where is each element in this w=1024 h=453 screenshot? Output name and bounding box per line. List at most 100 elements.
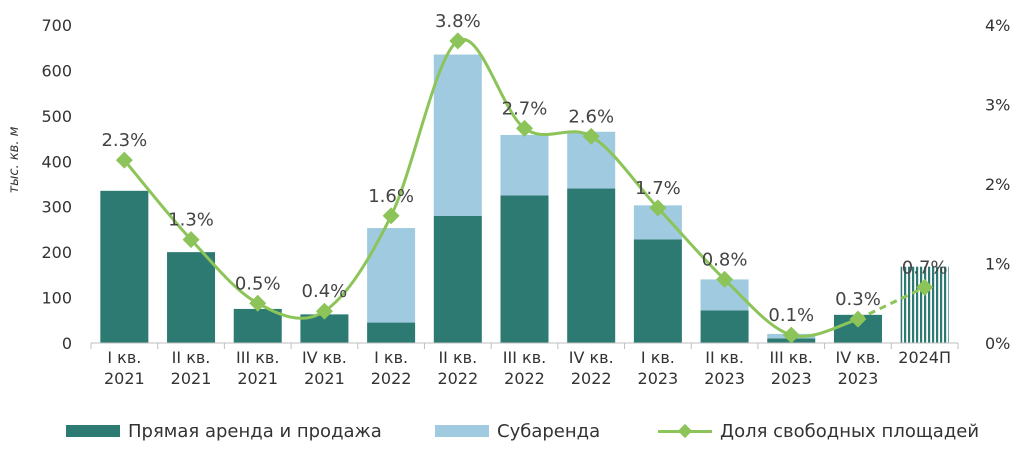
y-tick-label: 500 (41, 107, 72, 126)
y-tick-label: 200 (41, 243, 72, 262)
y2-tick-label: 0% (985, 334, 1010, 353)
y-tick-label: 0 (62, 334, 72, 353)
legend-item-direct: Прямая аренда и продажа (66, 414, 382, 448)
x-tick-label: 2024П (898, 348, 951, 367)
bar-segment (567, 188, 616, 343)
x-tick-label-line: II кв. (438, 348, 477, 367)
vacancy-marker (782, 326, 800, 344)
legend-item-vacancy: Доля свободных площадей (658, 414, 979, 448)
right-axis: 0% 1% 2% 3% 4% (985, 16, 1010, 353)
legend-label-vacancy: Доля свободных площадей (720, 420, 980, 442)
data-labels: 2.3% 1.3% 0.5% 0.4% 1.6% 3.8% 2.7% 2.6% 1.7% 0.8%… (101, 11, 947, 326)
x-tick-label-line: IV кв. (835, 348, 880, 367)
legend-swatch-direct (66, 425, 120, 437)
legend-swatch-vacancy (658, 424, 712, 438)
y2-tick-label: 4% (985, 16, 1010, 35)
y-tick-label: 300 (41, 198, 72, 217)
vacancy-marker (582, 127, 600, 145)
vacancy-marker (315, 302, 333, 320)
x-tick-label-line: I кв. (107, 348, 141, 367)
bar-segment (500, 195, 549, 343)
x-tick-label-line: 2021 (304, 369, 345, 388)
x-tick-label-line: 2023 (704, 369, 745, 388)
bar-segment (700, 310, 749, 343)
vacancy-marker (249, 294, 267, 312)
vacancy-data-label: 0.8% (702, 249, 748, 270)
vacancy-marker (382, 207, 400, 225)
x-tick-label: IV кв. 2022 (569, 348, 614, 388)
y2-tick-label: 3% (985, 96, 1010, 115)
x-tick-label: I кв. 2022 (371, 348, 412, 388)
x-tick-label: II кв. 2021 (171, 348, 212, 388)
chart: 0 100 200 300 400 500 600 700 0% 1% 2% 3% 4% I кв. 2… (7, 11, 1010, 388)
legend-label-sublease: Субаренда (497, 420, 601, 442)
vacancy-marker (716, 270, 734, 288)
x-tick-label: I кв. 2021 (104, 348, 145, 388)
y-tick-label: 100 (41, 289, 72, 308)
vacancy-line (115, 32, 934, 344)
y-axis-label: тыс. кв. м (7, 126, 22, 193)
y-tick-label: 400 (41, 152, 72, 171)
x-tick-label-line: 2023 (771, 369, 812, 388)
vacancy-marker (849, 310, 867, 328)
vacancy-data-label: 2.3% (101, 130, 147, 151)
y2-tick-label: 2% (985, 175, 1010, 194)
vacancy-marker (649, 199, 667, 217)
legend-swatch-sublease (435, 425, 489, 437)
bar-segment (633, 239, 682, 343)
x-tick-label-line: 2022 (504, 369, 545, 388)
legend-item-sublease: Субаренда (435, 414, 600, 448)
x-tick-label: IV кв. 2023 (835, 348, 880, 388)
x-tick-label: III кв. 2023 (770, 348, 813, 388)
vacancy-marker (115, 151, 133, 169)
x-tick-label: II кв. 2023 (704, 348, 745, 388)
vacancy-data-label: 3.8% (435, 11, 481, 32)
vacancy-data-label: 2.7% (502, 98, 548, 119)
x-tick-label-line: I кв. (641, 348, 675, 367)
bar-segment (500, 134, 549, 196)
vacancy-line-forecast (857, 285, 926, 321)
vacancy-data-label: 1.6% (368, 186, 414, 207)
x-ticks: I кв. 2021 II кв. 2021 III кв. 2021 IV кв. 2021… (90, 343, 959, 388)
x-tick-label-line: II кв. (172, 348, 211, 367)
left-axis: 0 100 200 300 400 500 600 700 (41, 16, 72, 353)
vacancy-marker (182, 231, 200, 249)
vacancy-data-label: 0.1% (768, 305, 814, 326)
y2-tick-label: 1% (985, 255, 1010, 274)
x-tick-label-line: IV кв. (302, 348, 347, 367)
x-tick-label: III кв. 2022 (503, 348, 546, 388)
x-tick-label-line: 2023 (838, 369, 879, 388)
bar-segment (233, 308, 282, 343)
x-tick-label-line: 2021 (104, 369, 145, 388)
x-tick-label-line: III кв. (770, 348, 813, 367)
bar-segment (100, 190, 149, 343)
x-tick-label-line: 2022 (571, 369, 612, 388)
x-tick-label-line: 2023 (638, 369, 679, 388)
x-tick-label: II кв. 2022 (437, 348, 478, 388)
x-tick-label-line: 2022 (371, 369, 412, 388)
x-tick-label-line: 2022 (437, 369, 478, 388)
x-tick-label-line: II кв. (705, 348, 744, 367)
bar-segment (367, 228, 416, 323)
x-tick-label-line: I кв. (374, 348, 408, 367)
vacancy-data-label: 1.7% (635, 178, 681, 199)
x-tick-label: III кв. 2021 (236, 348, 279, 388)
x-tick-label-line: 2021 (237, 369, 278, 388)
x-tick-label-line: IV кв. (569, 348, 614, 367)
bar-segment (433, 215, 482, 343)
vacancy-data-label: 0.5% (235, 273, 281, 294)
vacancy-marker (916, 278, 934, 296)
vacancy-data-label: 0.4% (302, 281, 348, 302)
vacancy-data-label: 1.3% (168, 210, 214, 231)
bar-segment (167, 252, 216, 343)
x-tick-label-line: III кв. (236, 348, 279, 367)
x-tick-label-line: 2024П (898, 348, 951, 367)
legend: Прямая аренда и продажа Субаренда Доля с… (0, 414, 1024, 448)
legend-label-direct: Прямая аренда и продажа (128, 420, 382, 442)
vacancy-data-label: 2.6% (568, 106, 614, 127)
bar-segment (367, 322, 416, 343)
vacancy-data-label: 0.3% (835, 289, 881, 310)
x-tick-label-line: 2021 (171, 369, 212, 388)
x-tick-label: IV кв. 2021 (302, 348, 347, 388)
bar-segment (433, 54, 482, 216)
